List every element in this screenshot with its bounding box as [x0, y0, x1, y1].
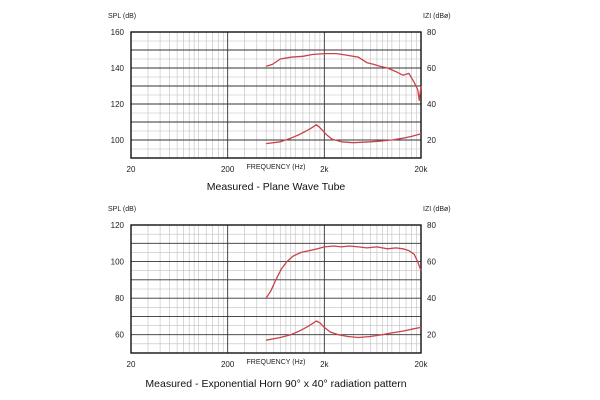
spl-curve [265, 52, 422, 102]
x-tick: 200 [221, 165, 235, 174]
y-tick-left: 120 [111, 100, 125, 109]
y-tick-right: 80 [427, 28, 436, 37]
y-tick-right: 80 [427, 221, 436, 230]
y-tick-left: 160 [111, 28, 125, 37]
x-tick: 20k [415, 165, 429, 174]
y-tick-right: 40 [427, 294, 436, 303]
y-axis-label-left: SPL (dB) [108, 13, 136, 20]
x-tick: 20 [127, 360, 136, 369]
chart-1: SPL (dB) IZI (dBø) FREQUENCY (Hz) 100 120 140… [108, 13, 451, 193]
x-tick: 200 [221, 360, 235, 369]
x-axis-label: FREQUENCY (Hz) [247, 164, 306, 171]
x-tick: 2k [320, 360, 329, 369]
y-tick-left: 100 [111, 136, 125, 145]
spl-curve [265, 245, 422, 299]
y-axis-label-right: IZI (dBø) [423, 206, 451, 213]
x-axis-label: FREQUENCY (Hz) [247, 359, 306, 366]
chart-caption: Measured - Exponential Horn 90° x 40° ra… [145, 378, 406, 390]
chart-caption: Measured - Plane Wave Tube [207, 181, 346, 193]
impedance-curve [266, 124, 422, 145]
y-tick-left: 100 [111, 258, 125, 267]
chart-2: SPL (dB) IZI (dBø) FREQUENCY (Hz) 60 80 100 12… [108, 206, 451, 390]
plot-frame [130, 31, 422, 159]
y-tick-left: 80 [115, 294, 124, 303]
y-tick-right: 20 [427, 331, 436, 340]
y-tick-right: 60 [427, 64, 436, 73]
x-tick: 2k [320, 165, 329, 174]
y-tick-left: 60 [115, 331, 124, 340]
impedance-curve [265, 320, 422, 341]
x-tick: 20 [127, 165, 136, 174]
y-tick-left: 140 [111, 64, 125, 73]
y-tick-right: 20 [427, 136, 436, 145]
plot-frame [130, 224, 422, 354]
y-tick-left: 120 [111, 221, 125, 230]
y-axis-label-left: SPL (dB) [108, 206, 136, 213]
y-tick-right: 60 [427, 258, 436, 267]
y-tick-right: 40 [427, 100, 436, 109]
y-axis-label-right: IZI (dBø) [423, 13, 451, 20]
x-tick: 20k [415, 360, 429, 369]
